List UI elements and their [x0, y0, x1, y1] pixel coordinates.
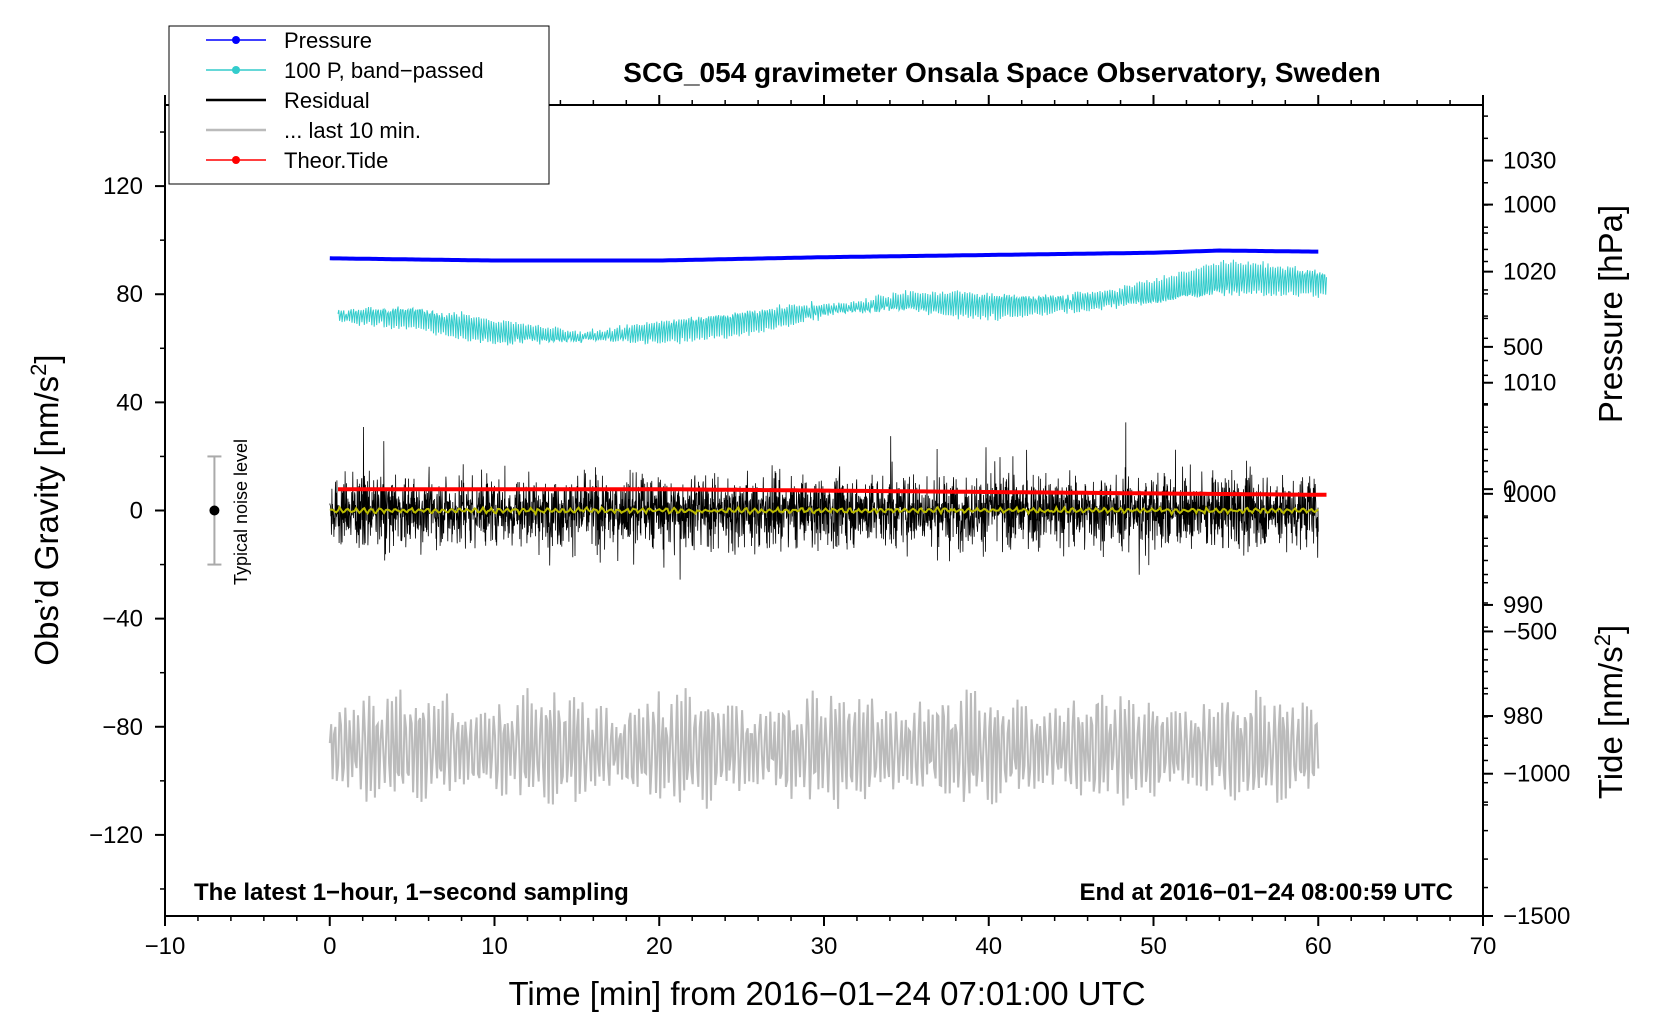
x-tick-label: 20 [646, 933, 673, 960]
series-last-10-min [328, 688, 1320, 809]
legend-label: Residual [284, 88, 370, 113]
residual-smoothed-line [329, 504, 1319, 517]
legend-box [168, 25, 550, 185]
pressure-tick-label: 980 [1503, 703, 1543, 730]
series-pressure [329, 248, 1319, 263]
noise-level-indicator: Typical noise level [207, 439, 251, 585]
x-axis-label: Time [min] from 2016−01−24 07:01:00 UTC [508, 975, 1145, 1012]
y-tick-label: −80 [102, 714, 143, 741]
tide-tick-label: −1000 [1503, 761, 1570, 788]
chart-title: SCG_054 gravimeter Onsala Space Observat… [623, 57, 1380, 88]
tide-tick-label: −1500 [1503, 903, 1570, 930]
legend-label: Pressure [284, 28, 372, 53]
legend-marker [232, 156, 240, 164]
tide-tick-label: −500 [1503, 618, 1557, 645]
tide-axis-label-end: ] [1592, 625, 1629, 634]
band-passed-line [337, 259, 1327, 346]
pressure-axis-ticks: 980 990 1000 1010 1020 1030 [1483, 115, 1556, 806]
annotation-latest-hour: The latest 1−hour, 1−second sampling [194, 879, 629, 906]
series-band-passed [337, 259, 1327, 346]
residual-line [329, 422, 1319, 580]
legend-label: ... last 10 min. [284, 118, 421, 143]
legend-entries: Pressure 100 P, band−passed Residual ... la… [206, 28, 484, 173]
y-axis-label-end: ] [28, 354, 65, 363]
series-residual-smoothed [329, 504, 1319, 517]
tide-tick-label: 1000 [1503, 192, 1556, 219]
x-axis-ticks: −10 0 10 20 30 40 50 60 70 [145, 95, 1497, 960]
tide-tick-label: 500 [1503, 334, 1543, 361]
annotation-end-time: End at 2016−01−24 08:00:59 UTC [1079, 879, 1453, 906]
x-tick-label: 50 [1140, 933, 1167, 960]
x-tick-label: 0 [323, 933, 336, 960]
legend-label: 100 P, band−passed [284, 58, 484, 83]
y-axis-label-left: Obs’d Gravity [nm/s2] [26, 354, 65, 665]
tide-axis-ticks: −1500 −1000 −500 0 500 1000 [1483, 192, 1570, 930]
theor-tide-line [338, 487, 1327, 497]
pressure-tick-label: 1000 [1503, 481, 1556, 508]
x-tick-label: 60 [1305, 933, 1332, 960]
x-tick-label: 70 [1470, 933, 1497, 960]
y-tick-label: 0 [130, 498, 143, 525]
x-tick-label: 10 [481, 933, 508, 960]
tide-axis-label-main: Tide [nm/s [1592, 646, 1629, 799]
tide-axis-label-sup: 2 [1590, 634, 1615, 646]
last-10-min-line [328, 688, 1320, 809]
legend-label: Theor.Tide [284, 148, 388, 173]
x-tick-label: 40 [975, 933, 1002, 960]
legend-marker [232, 66, 240, 74]
legend-marker [232, 36, 240, 44]
y-tick-label: 80 [116, 281, 143, 308]
y-tick-label: 40 [116, 389, 143, 416]
legend: Pressure 100 P, band−passed Residual ... la… [168, 25, 550, 185]
noise-level-label: Typical noise level [231, 439, 251, 585]
y-axis-label-main: Obs’d Gravity [nm/s [28, 376, 65, 666]
tide-tick-label: 0 [1503, 476, 1516, 503]
y-tick-label: 120 [103, 173, 143, 200]
pressure-tick-label: 1020 [1503, 259, 1556, 286]
pressure-tick-label: 1030 [1503, 148, 1556, 175]
y-axis-ticks: −120 −80 −40 0 40 80 120 [89, 131, 165, 890]
series-residual [329, 422, 1319, 580]
pressure-axis-label: Pressure [hPa] [1592, 205, 1629, 423]
x-tick-label: 30 [811, 933, 838, 960]
pressure-tick-label: 1010 [1503, 370, 1556, 397]
y-axis-label-sup: 2 [26, 364, 51, 376]
x-tick-label: −10 [145, 933, 186, 960]
pressure-tick-label: 990 [1503, 592, 1543, 619]
series-theor-tide [338, 487, 1327, 497]
y-tick-label: −40 [102, 606, 143, 633]
noise-level-dot [209, 505, 220, 516]
y-tick-label: −120 [89, 822, 143, 849]
pressure-line [329, 248, 1319, 263]
tide-axis-label: Tide [nm/s2] [1590, 625, 1629, 799]
